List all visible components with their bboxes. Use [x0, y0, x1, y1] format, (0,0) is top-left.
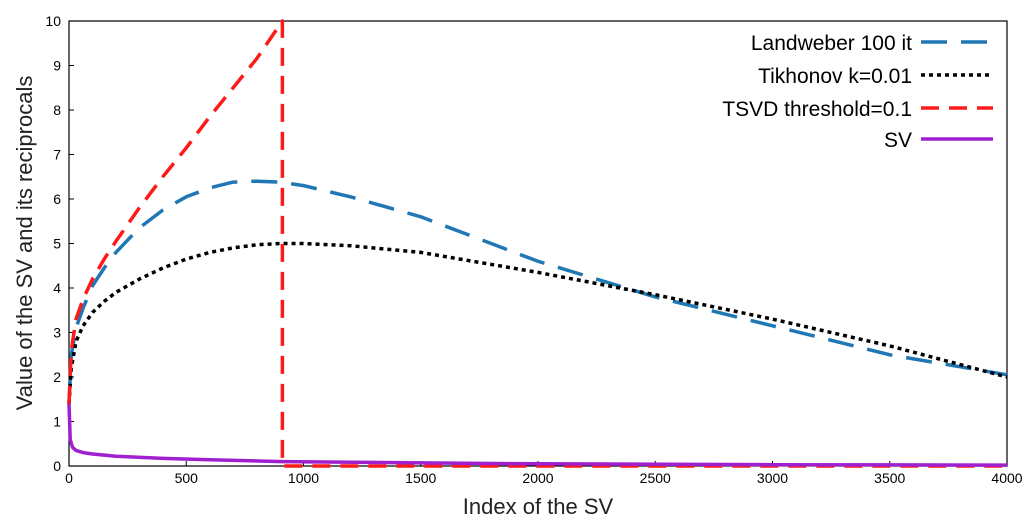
x-tick-label: 3500	[874, 470, 905, 486]
x-tick-label: 1000	[288, 470, 319, 486]
y-tick-label: 6	[53, 191, 61, 207]
y-tick-label: 3	[53, 325, 61, 341]
y-tick-label: 5	[53, 236, 61, 252]
legend-label: Landweber 100 it	[751, 32, 912, 55]
y-tick-label: 2	[53, 369, 61, 385]
y-tick-label: 10	[45, 13, 61, 29]
y-tick-label: 9	[53, 58, 61, 74]
x-tick-label: 0	[65, 470, 73, 486]
y-tick-label: 7	[53, 147, 61, 163]
x-tick-label: 2500	[640, 470, 671, 486]
series-layer	[67, 19, 1008, 468]
x-tick-label: 500	[175, 470, 199, 486]
x-axis-ticks: 0 500 1000 1500 2000 2500 3000 3500 4000	[65, 461, 1023, 486]
series-line-3	[67, 19, 1007, 468]
y-tick-label: 8	[53, 102, 61, 118]
x-axis-label: Index of the SV	[463, 494, 614, 519]
series-line-2	[67, 241, 1008, 404]
legend: Landweber 100 it Tikhonov k=0.01 TSVD thre…	[722, 32, 993, 152]
y-tick-label: 0	[53, 458, 61, 474]
legend-label: TSVD threshold=0.1	[722, 98, 912, 121]
series-line-4	[67, 403, 1008, 467]
y-tick-label: 1	[53, 414, 61, 430]
x-tick-label: 1500	[405, 470, 436, 486]
series-line-1	[67, 179, 1008, 404]
y-axis-ticks: 0 1 2 3 4 5 6 7 8 9 10	[45, 13, 74, 474]
x-tick-label: 4000	[991, 470, 1022, 486]
x-tick-label: 3000	[757, 470, 788, 486]
legend-label: Tikhonov k=0.01	[758, 65, 912, 88]
x-tick-label: 2000	[522, 470, 553, 486]
legend-label: SV	[884, 129, 912, 152]
y-axis-label: Value of the SV and its reciprocals	[12, 76, 37, 411]
y-tick-label: 4	[53, 280, 61, 296]
